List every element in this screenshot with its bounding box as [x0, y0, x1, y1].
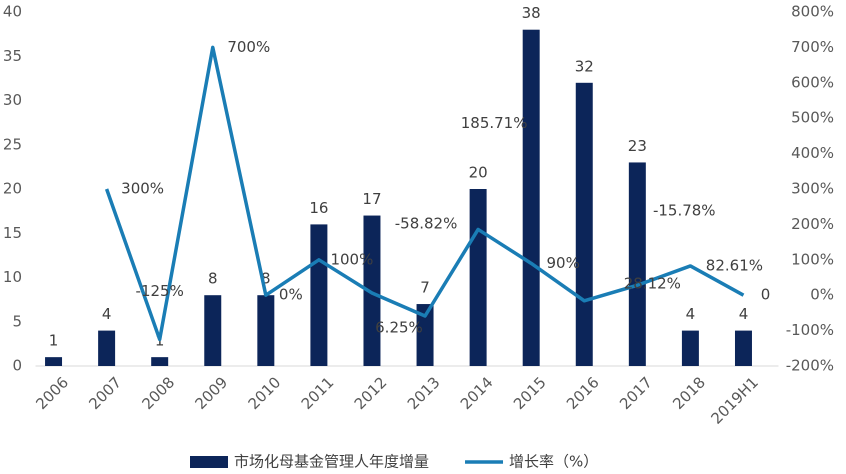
x-tick-label: 2007: [85, 373, 125, 413]
y2-tick-label: 500%: [791, 109, 834, 127]
line-label: -15.78%: [653, 201, 716, 219]
y2-tick-label: -200%: [786, 357, 834, 375]
y2-tick-label: -100%: [786, 321, 834, 339]
y-tick-label: 15: [3, 224, 22, 242]
line-label: 0: [761, 286, 771, 304]
bar: [575, 82, 593, 367]
bar-label: 20: [469, 164, 488, 182]
line-label: 100%: [330, 250, 373, 268]
line: [104, 45, 745, 342]
bar-label: 23: [628, 137, 647, 155]
y2-tick-label: 700%: [791, 38, 834, 56]
legend-label: 市场化母基金管理人年度增量: [234, 453, 429, 471]
y-tick-label: 10: [3, 268, 22, 286]
line-label: 185.71%: [461, 114, 528, 132]
y2-tick-label: 0%: [810, 286, 834, 304]
bar: [310, 224, 328, 366]
line-label: -125%: [136, 282, 184, 300]
bar-label: 1: [49, 332, 59, 350]
y2-tick-label: 100%: [791, 250, 834, 268]
y-tick-label: 25: [3, 135, 22, 153]
line-label: 300%: [121, 180, 164, 198]
legend-label: 增长率（%）: [509, 453, 598, 471]
bar: [416, 304, 434, 366]
bar: [522, 29, 540, 366]
y-tick-label: 20: [3, 180, 22, 198]
bar-label: 32: [575, 57, 594, 75]
bar: [45, 357, 63, 366]
bar-label: 16: [309, 199, 328, 217]
bar-label: 4: [102, 305, 112, 323]
bar-label: 4: [686, 305, 696, 323]
x-tick-label: 2009: [192, 373, 232, 413]
x-tick-label: 2016: [563, 373, 603, 413]
bar: [681, 330, 699, 366]
y2-tick-label: 300%: [791, 180, 834, 198]
line-label: -58.82%: [395, 215, 458, 233]
bar-label: 4: [739, 305, 749, 323]
x-tick-label: 2011: [298, 373, 338, 413]
line-label: 6.25%: [375, 318, 423, 336]
bar-label: 17: [362, 190, 381, 208]
x-tick-label: 2006: [32, 373, 72, 413]
legend-swatch: [190, 456, 228, 468]
y2-tick-label: 200%: [791, 215, 834, 233]
x-tick-label: 2013: [404, 373, 444, 413]
x-tick-label: 2014: [457, 373, 497, 413]
y2-tick-label: 800%: [791, 3, 834, 21]
x-tick-label: 2019H1: [708, 373, 762, 427]
bar-label: 38: [522, 4, 541, 22]
bar: [628, 162, 646, 366]
x-tick-label: 2018: [669, 373, 709, 413]
x-tick-label: 2008: [138, 373, 178, 413]
line-label: 28.12%: [624, 275, 681, 293]
bar: [204, 295, 222, 366]
bar: [98, 330, 116, 366]
x-tick-label: 2010: [245, 373, 285, 413]
bar: [734, 330, 752, 366]
y-tick-label: 35: [3, 47, 22, 65]
bar-label: 7: [420, 279, 430, 297]
bar: [363, 215, 381, 366]
x-tick-label: 2015: [510, 373, 550, 413]
bar: [151, 357, 169, 366]
line-label: 0%: [279, 286, 303, 304]
bar: [257, 295, 275, 366]
y-tick-label: 30: [3, 91, 22, 109]
x-tick-label: 2017: [616, 373, 656, 413]
line-label: 700%: [227, 38, 270, 56]
bar: [469, 189, 487, 366]
y-tick-label: 40: [3, 3, 22, 21]
y-tick-label: 0: [12, 357, 22, 375]
y-tick-label: 5: [12, 312, 22, 330]
line-label: 90%: [547, 254, 580, 272]
bar-label: 8: [208, 270, 218, 288]
y2-tick-label: 600%: [791, 73, 834, 91]
x-tick-label: 2012: [351, 373, 391, 413]
y2-tick-label: 400%: [791, 144, 834, 162]
line-label: 82.61%: [706, 256, 763, 274]
bar-label: 8: [261, 270, 271, 288]
